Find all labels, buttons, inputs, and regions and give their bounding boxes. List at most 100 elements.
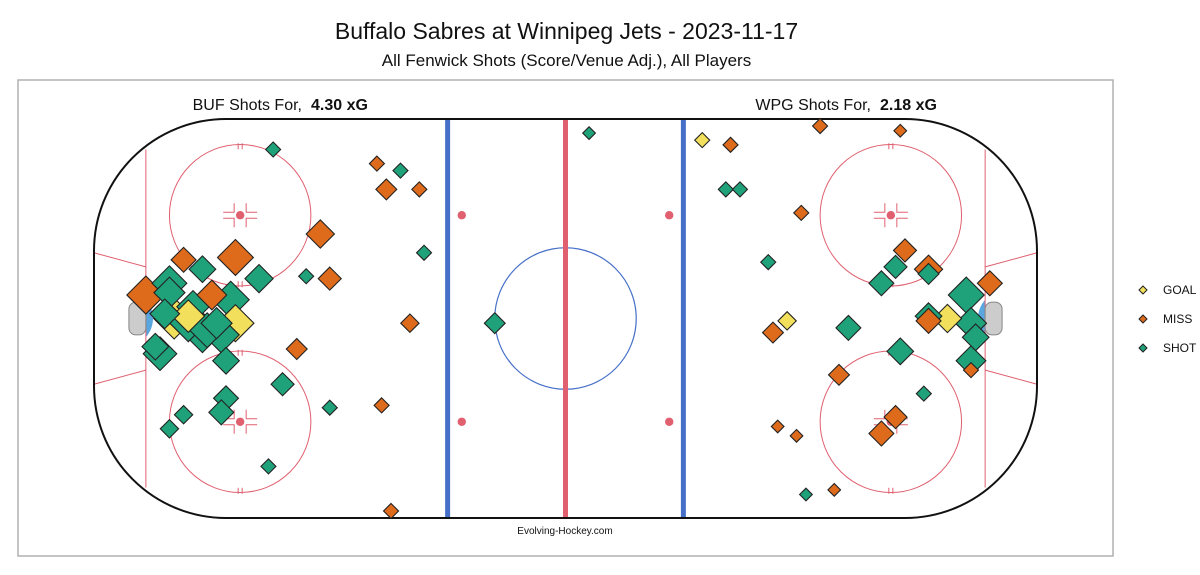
shot-wpg-miss [811,117,829,135]
shot-buf-shot [297,267,315,285]
shot-buf-shot [208,399,235,426]
trapezoid-line [985,369,1038,385]
faceoff-dot [886,211,896,220]
shot-wpg-shot [759,253,777,271]
shot-buf-shot [159,418,180,439]
legend: GOAL MISS SHOT [1138,283,1197,355]
shot-buf-shot [141,332,170,361]
shot-wpg-miss [868,420,895,447]
shot-buf-miss [170,246,197,274]
legend-label-shot: SHOT [1163,341,1197,355]
shot-buf-shot [415,244,433,262]
shot-buf-miss [375,178,398,201]
left-team-label: BUF Shots For, [193,97,302,114]
shot-buf-shot [188,255,217,284]
faceoff-hash [223,203,235,213]
neutral-dot [665,211,674,220]
faceoff-circle [168,144,312,287]
faceoff-hash [245,203,258,213]
shot-wpg-shot [883,254,908,280]
shot-wpg-miss [789,428,804,443]
shot-buf-miss [196,279,228,311]
faceoff-hash [245,424,258,434]
shot-wpg-miss [915,307,942,335]
shot-wpg-goal [693,131,711,149]
left-team-xg: 4.30 xG [311,97,368,114]
trapezoid-line [985,252,1038,268]
legend-marker-miss [1138,314,1148,324]
faceoff-hash [873,217,886,228]
shot-wpg-miss [770,419,785,434]
shot-wpg-shot [717,181,735,198]
right-team-xg: 2.18 xG [880,97,937,114]
neutral-dot [457,211,466,220]
boards [93,118,1038,519]
shot-wpg-goal [777,310,798,331]
shot-buf-shot [392,162,409,179]
right-team-label: WPG Shots For, [755,97,871,114]
shot-wpg-miss [883,404,908,430]
shot-wpg-shot [581,125,597,141]
faceoff-hash [873,203,886,213]
chart-subtitle: All Fenwick Shots (Score/Venue Adj.), Al… [381,51,752,70]
faceoff-hash [245,409,258,420]
faceoff-dot [235,211,245,220]
shot-wpg-shot [868,270,895,297]
shot-buf-shot [483,311,506,335]
chart-title: Buffalo Sabres at Winnipeg Jets - 2023-1… [334,18,799,44]
faceoff-hash [896,217,908,228]
shot-buf-miss [216,238,255,277]
trapezoid-line [93,252,146,268]
legend-marker-goal [1138,285,1148,295]
shot-wpg-shot [917,262,940,286]
shot-wpg-miss [827,482,842,497]
shot-buf-miss [399,313,420,334]
shot-buf-miss [305,219,336,249]
shot-buf-shot [211,346,241,375]
legend-marker-shot [1138,343,1148,353]
shot-wpg-miss [892,238,918,263]
shot-wpg-shot [731,181,749,198]
faceoff-hash [896,203,908,213]
shot-buf-goal [171,299,206,334]
shot-buf-miss [368,155,386,172]
right-net [984,301,1003,336]
faceoff-dot [235,417,245,426]
shot-markers [126,117,1004,520]
shot-buf-miss [373,397,390,414]
shot-wpg-shot [915,385,933,402]
shot-wpg-miss [722,136,739,154]
shot-wpg-miss [893,123,908,138]
shot-buf-miss [411,181,428,198]
faceoff-hash [223,424,235,434]
faceoff-hash [245,217,258,228]
shot-buf-shot [244,263,274,294]
shot-buf-shot [264,141,282,158]
neutral-dot [457,417,466,426]
legend-label-goal: GOAL [1163,283,1197,297]
shot-buf-miss [285,337,308,361]
shot-buf-miss [317,266,343,291]
credit-text: Evolving-Hockey.com [517,526,612,537]
shot-buf-shot [173,404,194,425]
shot-buf-shot [270,371,295,397]
shot-wpg-miss [827,363,851,387]
shot-wpg-miss [761,321,785,344]
shot-buf-shot [260,458,277,475]
shot-wpg-shot [835,314,862,342]
shot-buf-shot [200,306,233,340]
trapezoid-line [93,369,146,385]
shot-wpg-miss [976,270,1004,297]
shot-wpg-shot [961,323,990,352]
legend-label-miss: MISS [1163,312,1192,326]
shot-wpg-miss [792,204,810,222]
neutral-dot [665,417,674,426]
shot-wpg-miss [962,361,980,379]
shot-wpg-shot [886,337,915,366]
faceoff-hash [223,217,235,228]
faceoff-hash [873,409,886,420]
shot-wpg-shot [798,487,814,502]
shot-buf-shot [321,399,339,416]
shot-buf-miss [382,502,400,520]
